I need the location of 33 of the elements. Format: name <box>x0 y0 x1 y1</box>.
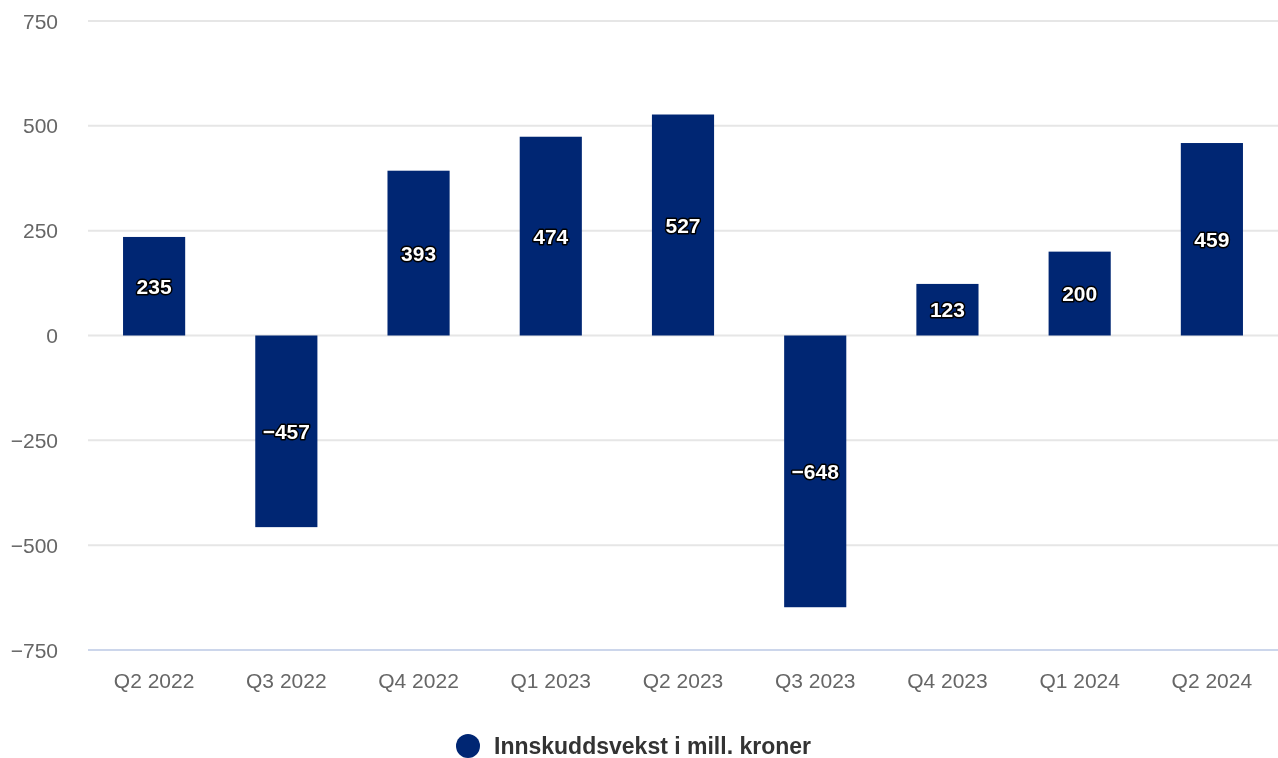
data-label: 474 <box>533 224 569 248</box>
bar <box>387 170 450 336</box>
y-tick-label: 500 <box>22 114 58 138</box>
data-label: 200 <box>1062 282 1098 306</box>
data-label: −648 <box>791 459 840 483</box>
y-tick-label: −500 <box>10 533 58 557</box>
x-tick-label: Q1 2024 <box>1039 668 1121 692</box>
x-tick-label: Q3 2023 <box>774 668 856 692</box>
x-tick-label: Q3 2022 <box>246 668 327 692</box>
data-label: −457 <box>262 419 310 443</box>
data-label: 459 <box>1194 227 1230 251</box>
legend-label: Innskuddsvekst i mill. kroner <box>494 733 812 758</box>
bar <box>255 335 318 528</box>
data-label: 235 <box>136 274 172 298</box>
y-tick-label: −750 <box>10 638 58 662</box>
data-label: 393 <box>401 241 437 265</box>
data-label: 123 <box>929 298 965 322</box>
y-tick-label: 250 <box>22 219 58 243</box>
x-tick-label: Q1 2023 <box>510 668 592 692</box>
x-tick-label: Q4 2023 <box>907 668 988 692</box>
y-tick-label: −250 <box>10 428 58 452</box>
x-tick-label: Q4 2022 <box>378 668 459 692</box>
x-tick-label: Q2 2023 <box>642 668 724 692</box>
y-tick-label: 0 <box>46 324 58 347</box>
x-tick-label: Q2 2022 <box>113 668 195 692</box>
x-tick-label: Q2 2024 <box>1171 668 1253 692</box>
bar <box>651 114 715 336</box>
bar <box>519 136 582 336</box>
data-label: 527 <box>665 213 701 237</box>
bar <box>784 335 847 608</box>
bar <box>123 236 186 336</box>
y-tick-label: 750 <box>22 9 58 33</box>
bar <box>1180 143 1243 336</box>
